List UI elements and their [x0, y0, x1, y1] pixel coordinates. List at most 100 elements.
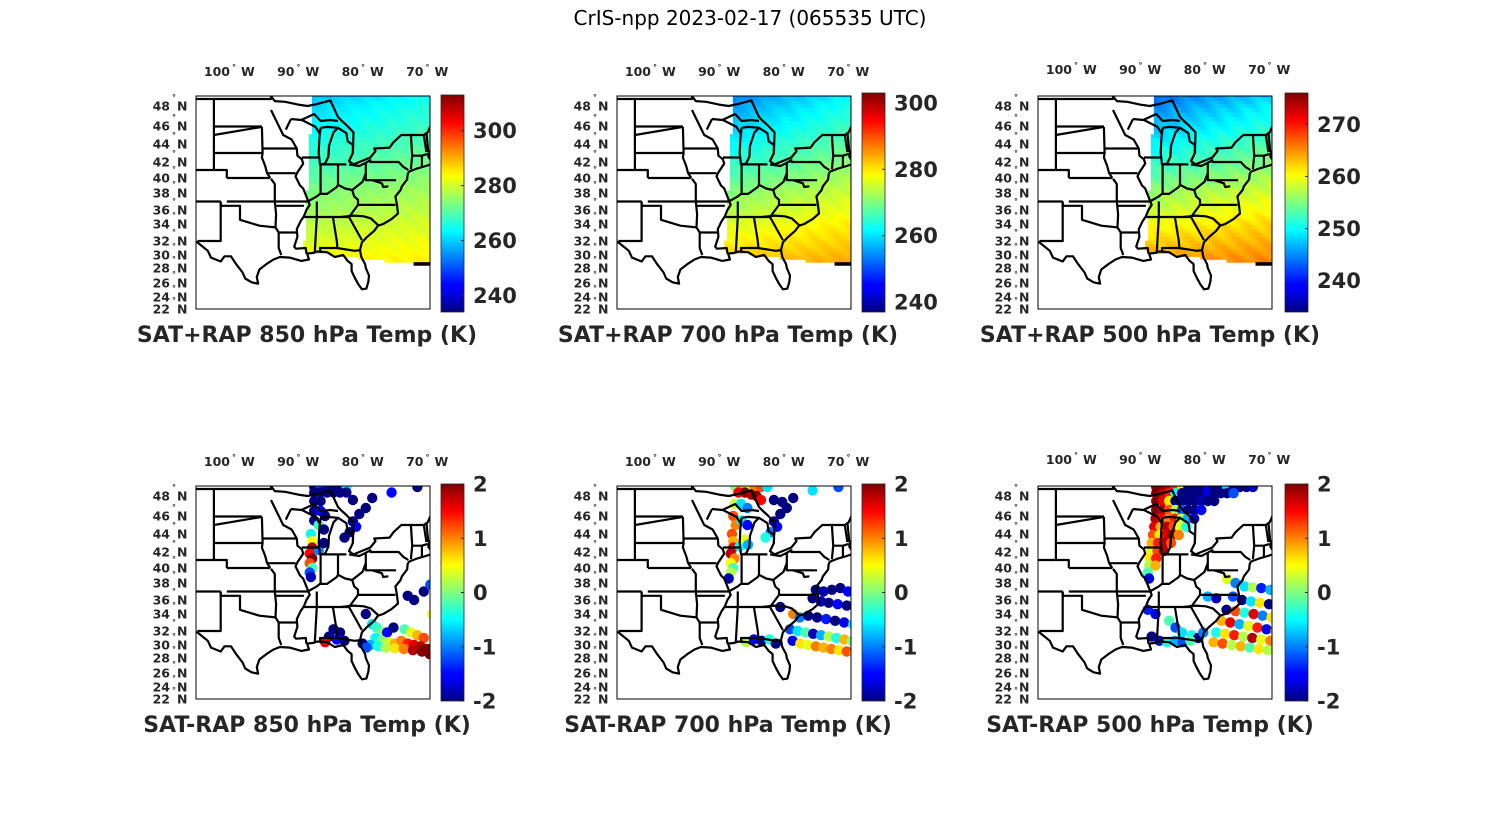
field-cell: [378, 212, 383, 217]
field-cell: [434, 262, 438, 266]
field-cell: [782, 243, 786, 248]
field-cell: [747, 108, 751, 114]
field-cell: [367, 142, 371, 147]
field-cell: [808, 232, 812, 238]
field-cell: [793, 154, 798, 160]
field-cell: [413, 169, 417, 174]
field-cell: [1267, 101, 1271, 105]
field-cell: [761, 121, 766, 127]
field-cell: [791, 253, 795, 257]
field-cell: [401, 101, 406, 105]
field-cell: [378, 205, 383, 210]
field-cell: [1182, 101, 1187, 105]
field-cell: [1261, 101, 1265, 105]
field-cell: [367, 173, 371, 178]
field-cell: [399, 166, 403, 171]
field-cell: [773, 240, 778, 245]
field-cell: [799, 108, 804, 114]
field-cell: [367, 193, 371, 199]
field-cell: [744, 173, 748, 178]
field-cell: [396, 247, 400, 251]
field-cell: [422, 130, 426, 135]
field-cell: [358, 201, 362, 206]
field-cell: [741, 218, 746, 223]
field-cell: [785, 209, 789, 214]
field-cell: [425, 215, 429, 220]
field-cell: [399, 101, 403, 105]
lat-tick-label: 34: [153, 217, 171, 232]
field-cell: [422, 176, 426, 181]
field-cell: [390, 138, 394, 143]
panel-title: SAT+RAP 700 hPa Temp (K): [558, 323, 898, 348]
field-cell: [349, 247, 354, 251]
degree-symbol: °: [297, 63, 301, 72]
field-cell: [799, 215, 804, 220]
field-cell: [858, 166, 862, 170]
field-cell: [761, 96, 766, 99]
field-cell: [732, 142, 737, 147]
field-cell: [381, 101, 386, 105]
field-cell: [808, 158, 812, 163]
field-cell: [343, 101, 348, 105]
field-cell: [367, 218, 371, 223]
field-cell: [1223, 104, 1228, 109]
lat-hemisphere: N: [177, 186, 187, 201]
field-cell: [770, 101, 775, 105]
field-cell: [1273, 108, 1277, 113]
field-cell: [822, 243, 827, 248]
field-cell: [858, 117, 862, 122]
field-cell: [410, 212, 415, 217]
field-cell: [822, 250, 827, 254]
field-cell: [802, 166, 807, 171]
field-cell: [852, 95, 856, 99]
field-cell: [735, 104, 740, 109]
field-cell: [387, 193, 391, 199]
field-cell: [1182, 112, 1187, 118]
field-cell: [799, 138, 804, 143]
field-cell: [732, 243, 737, 248]
field-cell: [404, 138, 409, 143]
field-cell: [387, 225, 391, 230]
field-cell: [788, 253, 792, 257]
field-cell: [381, 229, 386, 234]
field-cell: [410, 225, 415, 230]
field-cell: [401, 256, 406, 260]
field-cell: [419, 253, 423, 257]
field-cell: [335, 96, 339, 99]
field-cell: [732, 134, 737, 139]
field-cell: [791, 190, 795, 195]
field-cell: [393, 173, 397, 178]
field-cell: [349, 158, 354, 163]
field-cell: [413, 98, 417, 102]
field-cell: [796, 229, 801, 234]
field-cell: [1273, 104, 1277, 108]
field-cell: [732, 209, 737, 214]
field-cell: [367, 209, 371, 214]
map-panel-top-left: 100 ° W 90 ° W 80 ° W 70 ° W48°N46°N44°N42°N40°N38°…: [137, 63, 517, 348]
field-cell: [730, 190, 734, 195]
field-cell: [343, 169, 348, 174]
field-cell: [314, 117, 319, 123]
field-cell: [431, 173, 435, 177]
field-cell: [323, 187, 327, 191]
field-cell: [822, 201, 827, 206]
field-cell: [387, 104, 391, 109]
field-cell: [846, 247, 850, 251]
degree-symbol: °: [172, 284, 176, 293]
field-cell: [811, 183, 815, 188]
field-cell: [410, 215, 415, 220]
field-cell: [364, 221, 368, 226]
field-cell: [791, 180, 795, 185]
field-cell: [858, 219, 862, 223]
field-cell: [329, 243, 333, 248]
field-cell: [858, 130, 862, 135]
field-cell: [773, 98, 778, 102]
field-cell: [375, 197, 380, 203]
field-cell: [753, 229, 757, 234]
field-cell: [407, 121, 412, 127]
field-cell: [785, 256, 789, 260]
border-line: [634, 125, 684, 137]
field-cell: [825, 101, 830, 105]
field-cell: [317, 221, 322, 226]
field-cell: [773, 126, 778, 131]
